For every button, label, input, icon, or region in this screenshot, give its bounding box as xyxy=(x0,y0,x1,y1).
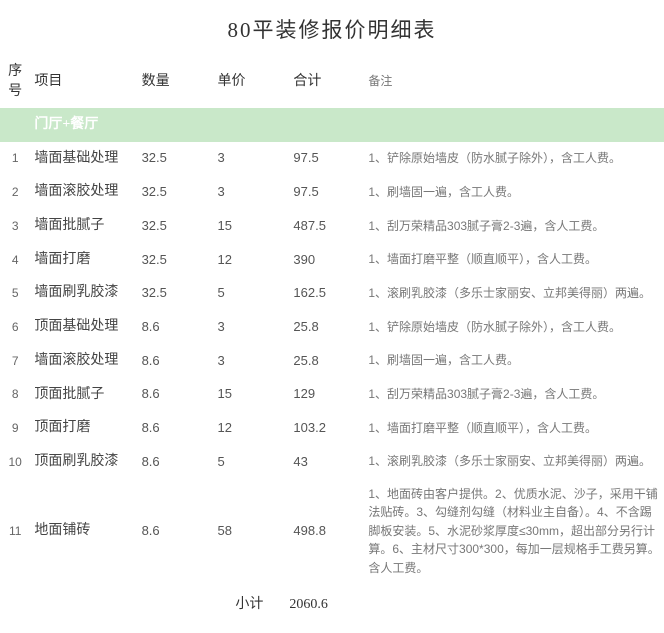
row-total: 390 xyxy=(283,243,364,277)
subtotal-label: 小计 xyxy=(132,584,284,622)
row-item: 墙面打磨 xyxy=(34,252,90,267)
subtotal-row: 小计 2060.6 xyxy=(0,584,664,622)
row-price: 3 xyxy=(207,310,283,344)
row-idx: 8 xyxy=(12,387,19,401)
row-qty: 32.5 xyxy=(132,209,208,243)
row-qty: 8.6 xyxy=(132,479,208,584)
row-total: 97.5 xyxy=(283,175,364,209)
row-price: 3 xyxy=(207,175,283,209)
header-item: 项目 xyxy=(30,56,131,108)
page-title: 80平装修报价明细表 xyxy=(0,14,664,44)
section-row: 门厅+餐厅 xyxy=(0,108,664,142)
row-note: 1、铲除原始墙皮（防水腻子除外），含工人费。 xyxy=(364,310,664,344)
table-row: 1 墙面基础处理 32.5397.51、铲除原始墙皮（防水腻子除外），含工人费。 xyxy=(0,142,664,176)
row-idx: 3 xyxy=(12,219,19,233)
row-note: 1、刷墙固一遍，含工人费。 xyxy=(364,344,664,378)
row-idx: 9 xyxy=(12,421,19,435)
row-idx: 4 xyxy=(12,253,19,267)
subtotal-value: 2060.6 xyxy=(283,584,364,622)
header-note: 备注 xyxy=(364,56,664,108)
row-total: 103.2 xyxy=(283,411,364,445)
row-qty: 32.5 xyxy=(132,142,208,176)
row-note: 1、铲除原始墙皮（防水腻子除外），含工人费。 xyxy=(364,142,664,176)
header-price: 单价 xyxy=(207,56,283,108)
table-row: 2 墙面滚胶处理 32.5397.51、刷墙固一遍，含工人费。 xyxy=(0,175,664,209)
row-item: 顶面基础处理 xyxy=(34,319,118,334)
row-price: 12 xyxy=(207,411,283,445)
row-total: 97.5 xyxy=(283,142,364,176)
header-qty: 数量 xyxy=(132,56,208,108)
row-price: 5 xyxy=(207,445,283,479)
header-total: 合计 xyxy=(283,56,364,108)
row-qty: 32.5 xyxy=(132,243,208,277)
row-note: 1、墙面打磨平整（顺直顺平），含人工费。 xyxy=(364,411,664,445)
row-idx: 7 xyxy=(12,354,19,368)
row-note: 1、滚刷乳胶漆（多乐士家丽安、立邦美得丽）两遍。 xyxy=(364,276,664,310)
table-row: 10 顶面刷乳胶漆 8.65431、滚刷乳胶漆（多乐士家丽安、立邦美得丽）两遍。 xyxy=(0,445,664,479)
row-total: 487.5 xyxy=(283,209,364,243)
row-qty: 8.6 xyxy=(132,378,208,412)
table-row: 11 地面铺砖 8.658498.81、地面砖由客户提供。2、优质水泥、沙子，采用干… xyxy=(0,479,664,584)
row-idx: 1 xyxy=(12,151,19,165)
row-idx: 5 xyxy=(12,286,19,300)
row-total: 498.8 xyxy=(283,479,364,584)
row-total: 25.8 xyxy=(283,344,364,378)
row-item: 墙面刷乳胶漆 xyxy=(34,285,118,300)
row-qty: 8.6 xyxy=(132,310,208,344)
row-item: 顶面打磨 xyxy=(34,420,90,435)
row-note: 1、地面砖由客户提供。2、优质水泥、沙子，采用干铺法贴砖。3、勾缝剂勾缝（材料业… xyxy=(364,479,664,584)
row-idx: 11 xyxy=(9,524,21,538)
row-qty: 32.5 xyxy=(132,276,208,310)
row-item: 墙面滚胶处理 xyxy=(34,353,118,368)
row-qty: 8.6 xyxy=(132,411,208,445)
table-row: 3 墙面批腻子 32.515487.51、刮万荣精品303腻子膏2-3遍，含人工费。 xyxy=(0,209,664,243)
row-note: 1、墙面打磨平整（顺直顺平），含人工费。 xyxy=(364,243,664,277)
quote-table: 序号 项目 数量 单价 合计 备注 门厅+餐厅 1墙面基础处理32.5397.5… xyxy=(0,56,664,621)
row-item: 顶面刷乳胶漆 xyxy=(34,454,118,469)
table-body: 门厅+餐厅 1墙面基础处理32.5397.51、铲除原始墙皮（防水腻子除外），含… xyxy=(0,108,664,584)
row-total: 162.5 xyxy=(283,276,364,310)
row-idx: 2 xyxy=(12,185,19,199)
row-note: 1、刮万荣精品303腻子膏2-3遍，含人工费。 xyxy=(364,209,664,243)
row-note: 1、刷墙固一遍，含工人费。 xyxy=(364,175,664,209)
header-idx: 序号 xyxy=(0,56,30,108)
row-qty: 32.5 xyxy=(132,175,208,209)
row-total: 129 xyxy=(283,378,364,412)
row-qty: 8.6 xyxy=(132,445,208,479)
quote-sheet: 80平装修报价明细表 序号 项目 数量 单价 合计 备注 门厅+餐厅 1 墙面基础… xyxy=(0,0,664,633)
table-row: 8 顶面批腻子 8.6151291、刮万荣精品303腻子膏2-3遍，含人工费。 xyxy=(0,378,664,412)
table-row: 7 墙面滚胶处理 8.6325.81、刷墙固一遍，含工人费。 xyxy=(0,344,664,378)
row-item: 墙面基础处理 xyxy=(34,151,118,166)
row-idx: 6 xyxy=(12,320,19,334)
row-price: 3 xyxy=(207,344,283,378)
row-price: 15 xyxy=(207,209,283,243)
row-price: 5 xyxy=(207,276,283,310)
table-row: 4 墙面打磨 32.5123901、墙面打磨平整（顺直顺平），含人工费。 xyxy=(0,243,664,277)
row-note: 1、刮万荣精品303腻子膏2-3遍，含人工费。 xyxy=(364,378,664,412)
section-label: 门厅+餐厅 xyxy=(34,117,98,132)
header-row: 序号 项目 数量 单价 合计 备注 xyxy=(0,56,664,108)
row-item: 墙面批腻子 xyxy=(34,218,104,233)
table-row: 6 顶面基础处理 8.6325.81、铲除原始墙皮（防水腻子除外），含工人费。 xyxy=(0,310,664,344)
row-price: 15 xyxy=(207,378,283,412)
row-item: 墙面滚胶处理 xyxy=(34,184,118,199)
row-idx: 10 xyxy=(9,455,22,469)
row-item: 顶面批腻子 xyxy=(34,387,104,402)
table-row: 5墙面刷乳胶漆32.55162.51、滚刷乳胶漆（多乐士家丽安、立邦美得丽）两遍… xyxy=(0,276,664,310)
row-price: 58 xyxy=(207,479,283,584)
row-qty: 8.6 xyxy=(132,344,208,378)
row-total: 25.8 xyxy=(283,310,364,344)
row-note: 1、滚刷乳胶漆（多乐士家丽安、立邦美得丽）两遍。 xyxy=(364,445,664,479)
row-price: 12 xyxy=(207,243,283,277)
table-row: 9 顶面打磨 8.612103.21、墙面打磨平整（顺直顺平），含人工费。 xyxy=(0,411,664,445)
row-item: 地面铺砖 xyxy=(34,523,90,538)
row-price: 3 xyxy=(207,142,283,176)
row-total: 43 xyxy=(283,445,364,479)
